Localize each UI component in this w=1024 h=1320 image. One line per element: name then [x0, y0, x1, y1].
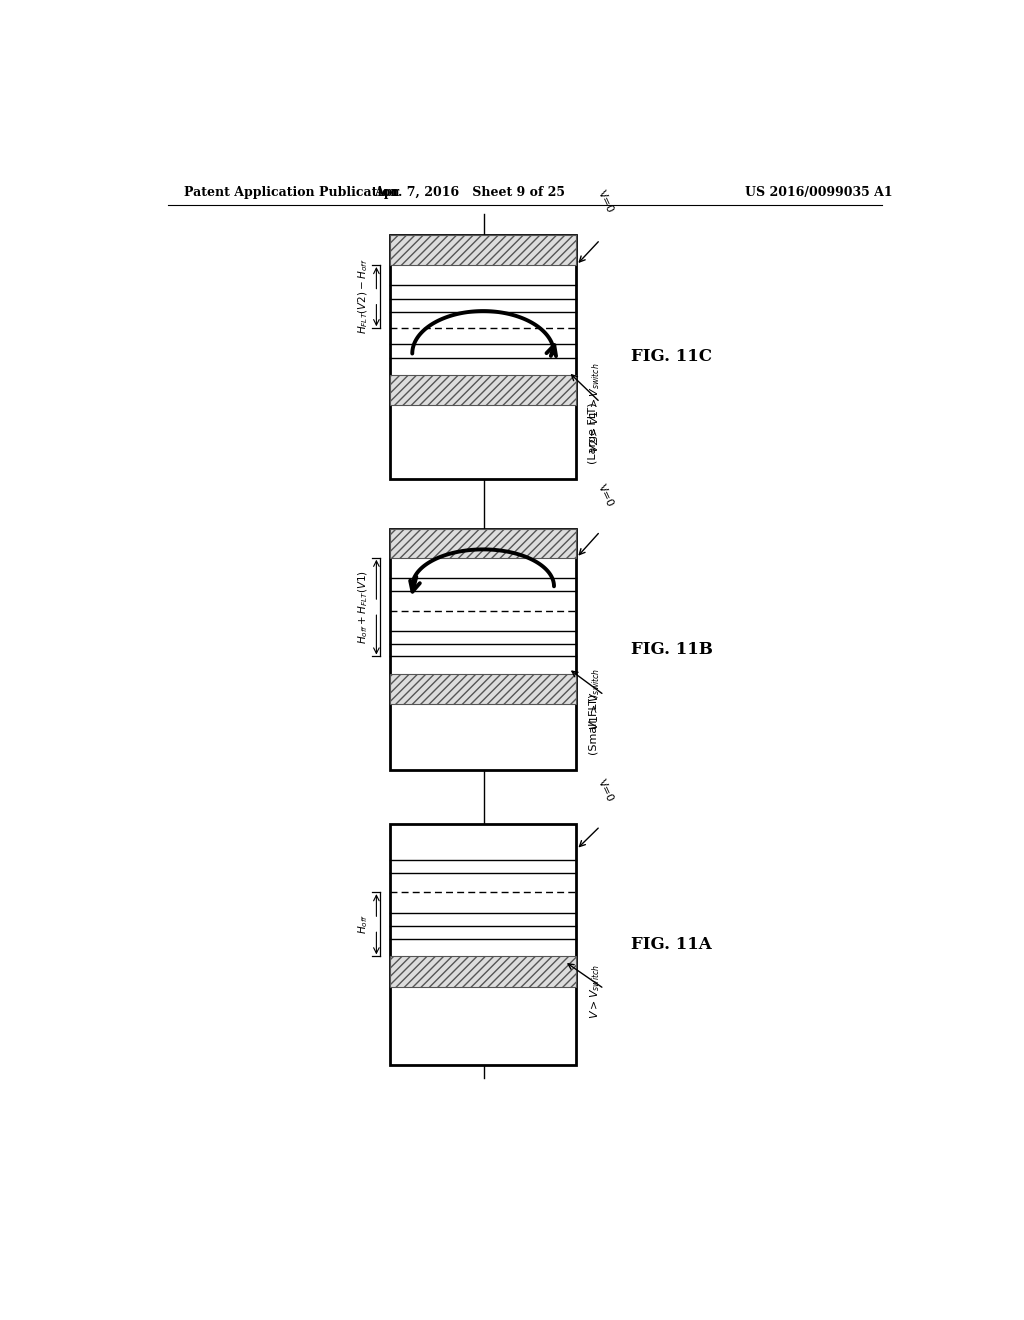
Text: $V1>V_{switch}$: $V1>V_{switch}$	[588, 668, 602, 730]
Text: V=0: V=0	[596, 777, 615, 804]
Text: Apr. 7, 2016   Sheet 9 of 25: Apr. 7, 2016 Sheet 9 of 25	[374, 186, 565, 199]
Bar	[390, 956, 577, 987]
Text: V=0: V=0	[596, 189, 615, 214]
Text: FIG. 11A: FIG. 11A	[631, 936, 712, 953]
Bar	[390, 235, 577, 479]
Text: FIG. 11C: FIG. 11C	[631, 348, 712, 366]
Text: FIG. 11B: FIG. 11B	[631, 642, 713, 659]
Bar	[390, 529, 577, 558]
Text: US 2016/0099035 A1: US 2016/0099035 A1	[744, 186, 892, 199]
Bar	[390, 375, 577, 405]
Text: Patent Application Publication: Patent Application Publication	[183, 186, 399, 199]
Text: $V2>V1>V_{switch}$: $V2>V1>V_{switch}$	[588, 362, 602, 453]
Bar	[390, 529, 577, 771]
Text: (Small FLT): (Small FLT)	[588, 694, 598, 755]
Text: $V>V_{switch}$: $V>V_{switch}$	[588, 964, 602, 1019]
Bar	[390, 235, 577, 265]
Text: $H_{FLT}(V2)-H_{off}$: $H_{FLT}(V2)-H_{off}$	[356, 259, 370, 334]
Bar	[390, 824, 577, 1065]
Bar	[390, 673, 577, 704]
Text: $H_{off}+H_{FLT}(V1)$: $H_{off}+H_{FLT}(V1)$	[356, 570, 370, 644]
Text: (Large FLT): (Large FLT)	[588, 403, 598, 463]
Text: V=0: V=0	[596, 483, 615, 510]
Text: $H_{off}$: $H_{off}$	[356, 915, 370, 935]
